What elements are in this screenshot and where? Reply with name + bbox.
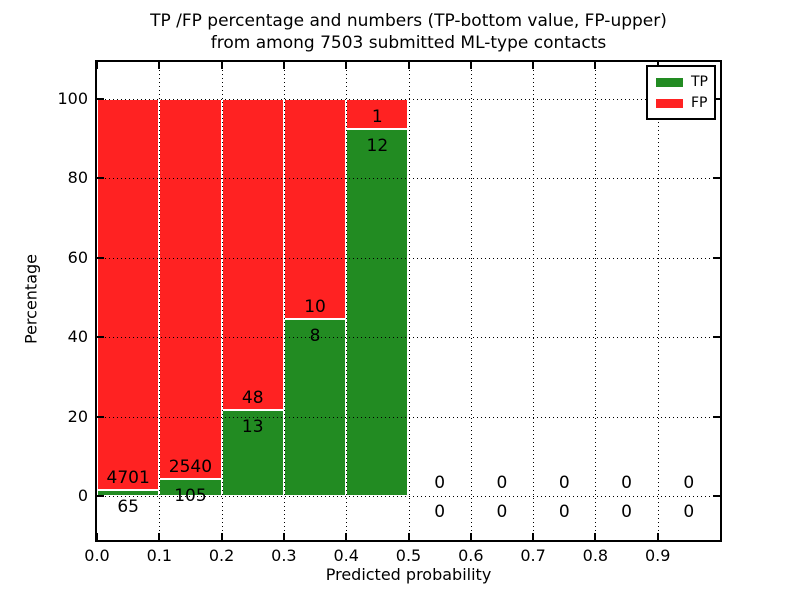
tp-count-label: 105 xyxy=(174,486,207,507)
x-tick-label: 0.5 xyxy=(395,546,422,565)
x-tick-label: 0.0 xyxy=(84,546,110,565)
v-gridline xyxy=(657,62,659,540)
v-gridline xyxy=(283,62,285,540)
x-tick-bottom xyxy=(345,533,348,540)
x-tick-bottom xyxy=(96,533,98,540)
y-tick-right xyxy=(713,98,720,100)
bar-segment-fp xyxy=(346,99,409,130)
chart-title: TP /FP percentage and numbers (TP-bottom… xyxy=(97,10,720,54)
x-tick-bottom xyxy=(469,533,472,540)
plot-area: TP FP 4701 65 2540 105 48 13 10 8 1 12 0 0 0 0 0 0 0 0 0 0 xyxy=(95,60,722,542)
y-tick-right xyxy=(713,177,720,180)
x-tick-label: 0.1 xyxy=(146,546,173,565)
fp-count-label: 0 xyxy=(683,473,695,493)
legend-row-fp: FP xyxy=(648,96,714,110)
fp-count-label: 48 xyxy=(241,388,264,409)
x-tick-label: 0.9 xyxy=(644,546,671,565)
x-tick-label: 0.3 xyxy=(271,546,297,565)
y-tick-right xyxy=(713,336,720,339)
x-tick-bottom xyxy=(407,533,410,540)
x-tick-bottom xyxy=(532,533,535,540)
v-gridline xyxy=(470,62,472,540)
fp-legend-label: FP xyxy=(691,95,708,111)
x-axis-label: Predicted probability xyxy=(325,565,492,584)
x-tick-bottom xyxy=(220,533,223,540)
v-gridline xyxy=(533,62,535,540)
tp-count-label: 0 xyxy=(621,502,632,522)
fp-count-label: 1 xyxy=(371,106,383,127)
bar-segment-tp xyxy=(97,490,160,496)
tp-count-label: 65 xyxy=(117,496,139,517)
tp-count-label: 0 xyxy=(434,502,446,522)
chart-title-line1: TP /FP percentage and numbers (TP-bottom… xyxy=(150,11,667,31)
legend-row-tp: TP xyxy=(648,75,714,89)
fp-count-label: 0 xyxy=(496,473,508,493)
tp-count-label: 0 xyxy=(496,502,508,522)
y-tick-left xyxy=(97,256,104,259)
fp-legend-swatch xyxy=(656,98,683,108)
x-tick-bottom xyxy=(656,533,659,540)
chart-title-line2: from among 7503 submitted ML-type contac… xyxy=(210,33,607,53)
legend: TP FP xyxy=(646,65,716,120)
y-tick-label: 40 xyxy=(67,327,88,347)
x-tick-bottom xyxy=(158,533,161,540)
fp-count-label: 2540 xyxy=(168,457,213,478)
y-tick-label: 0 xyxy=(77,486,88,505)
x-tick-label: 0.4 xyxy=(333,546,359,565)
tp-count-label: 8 xyxy=(309,325,321,346)
tp-count-label: 0 xyxy=(683,502,695,522)
x-tick-label: 0.8 xyxy=(582,546,609,565)
x-tick-top xyxy=(469,62,472,69)
tp-legend-label: TP xyxy=(691,74,708,90)
y-tick-left xyxy=(97,336,104,339)
y-tick-label: 100 xyxy=(57,89,88,108)
bar-segment-fp xyxy=(159,99,222,481)
x-tick-bottom xyxy=(594,533,597,540)
fp-count-label: 0 xyxy=(434,473,446,493)
x-tick-top xyxy=(158,62,161,69)
x-tick-top xyxy=(407,62,410,69)
v-gridline xyxy=(346,62,348,540)
x-tick-top xyxy=(345,62,348,69)
x-tick-top xyxy=(532,62,535,69)
bar-segment-fp xyxy=(97,99,160,491)
x-tick-label: 0.6 xyxy=(458,546,484,565)
y-tick-label: 20 xyxy=(67,406,88,426)
tp-count-label: 0 xyxy=(558,502,570,522)
bar-segment-fp xyxy=(221,99,284,412)
fp-count-label: 4701 xyxy=(106,467,150,488)
tp-count-label: 13 xyxy=(241,417,264,438)
y-tick-right xyxy=(713,256,720,259)
y-tick-label: 60 xyxy=(67,247,88,267)
x-tick-top xyxy=(282,62,285,69)
x-tick-top xyxy=(96,62,98,69)
v-gridline xyxy=(408,62,410,540)
fp-count-label: 10 xyxy=(304,296,326,317)
fp-count-label: 0 xyxy=(621,473,632,493)
y-axis-label: Percentage xyxy=(21,254,41,345)
bar-segment-tp xyxy=(346,129,409,496)
x-tick-bottom xyxy=(282,533,285,540)
v-gridline xyxy=(221,62,223,540)
y-tick-left xyxy=(97,98,104,100)
v-gridline xyxy=(159,62,161,540)
y-tick-left xyxy=(97,177,104,180)
x-tick-top xyxy=(594,62,597,69)
y-tick-left xyxy=(97,415,104,418)
y-tick-right xyxy=(713,415,720,418)
tp-legend-swatch xyxy=(656,77,683,87)
fp-count-label: 0 xyxy=(558,473,570,493)
y-tick-label: 80 xyxy=(67,168,88,188)
tp-count-label: 12 xyxy=(366,135,389,156)
x-tick-label: 0.2 xyxy=(208,546,235,565)
bar-segment-tp xyxy=(283,319,347,496)
bar-segment-fp xyxy=(283,99,347,320)
x-tick-top xyxy=(220,62,223,69)
y-tick-left xyxy=(97,495,104,497)
v-gridline xyxy=(595,62,597,540)
x-tick-label: 0.7 xyxy=(520,546,546,565)
y-tick-right xyxy=(713,495,720,497)
